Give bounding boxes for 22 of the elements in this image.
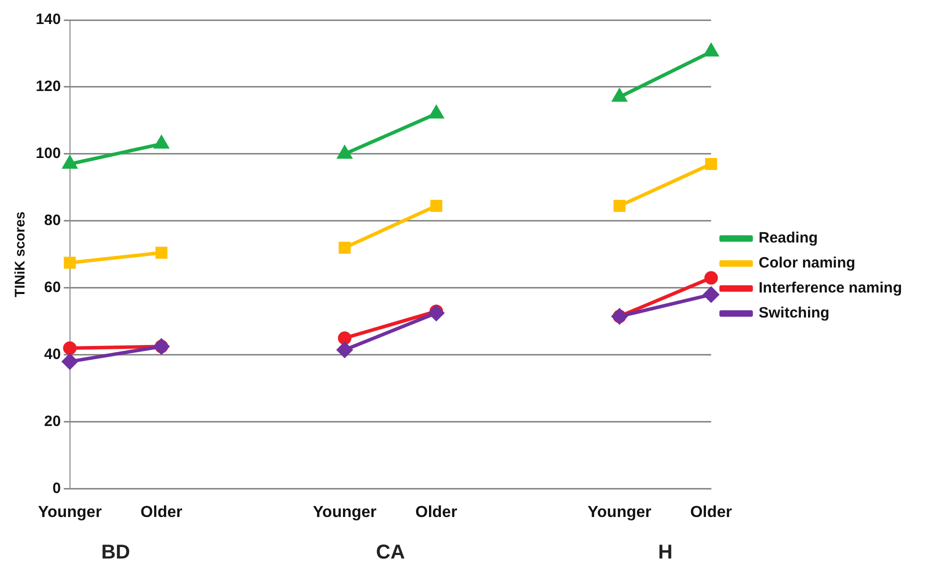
x-tick-label: Older (415, 504, 458, 521)
y-tick-label: 20 (44, 412, 61, 430)
y-tick-label: 80 (44, 212, 61, 230)
legend-label: Color naming (758, 254, 856, 272)
y-tick-label: 120 (36, 78, 61, 96)
x-tick-label: Younger (588, 504, 652, 521)
legend-label: Reading (758, 230, 818, 247)
text: H (658, 541, 673, 564)
x-tick-label: Older (140, 504, 182, 521)
x-tick-label: Younger (312, 504, 377, 521)
y-tick-label: 40 (44, 346, 61, 363)
x-tick-label: Older (690, 504, 732, 521)
y-tick-label: 0 (52, 480, 61, 497)
text: BD (101, 541, 130, 564)
legend-label: Switching (758, 304, 830, 322)
y-axis-title: TINiK scores (11, 211, 28, 298)
y-tick-label: 140 (36, 11, 61, 28)
x-tick-label: Younger (38, 504, 102, 521)
text: CA (376, 541, 405, 564)
y-tick-label: 60 (44, 279, 61, 296)
y-tick-label: 100 (36, 145, 61, 162)
legend-label: Interference naming (758, 280, 902, 297)
